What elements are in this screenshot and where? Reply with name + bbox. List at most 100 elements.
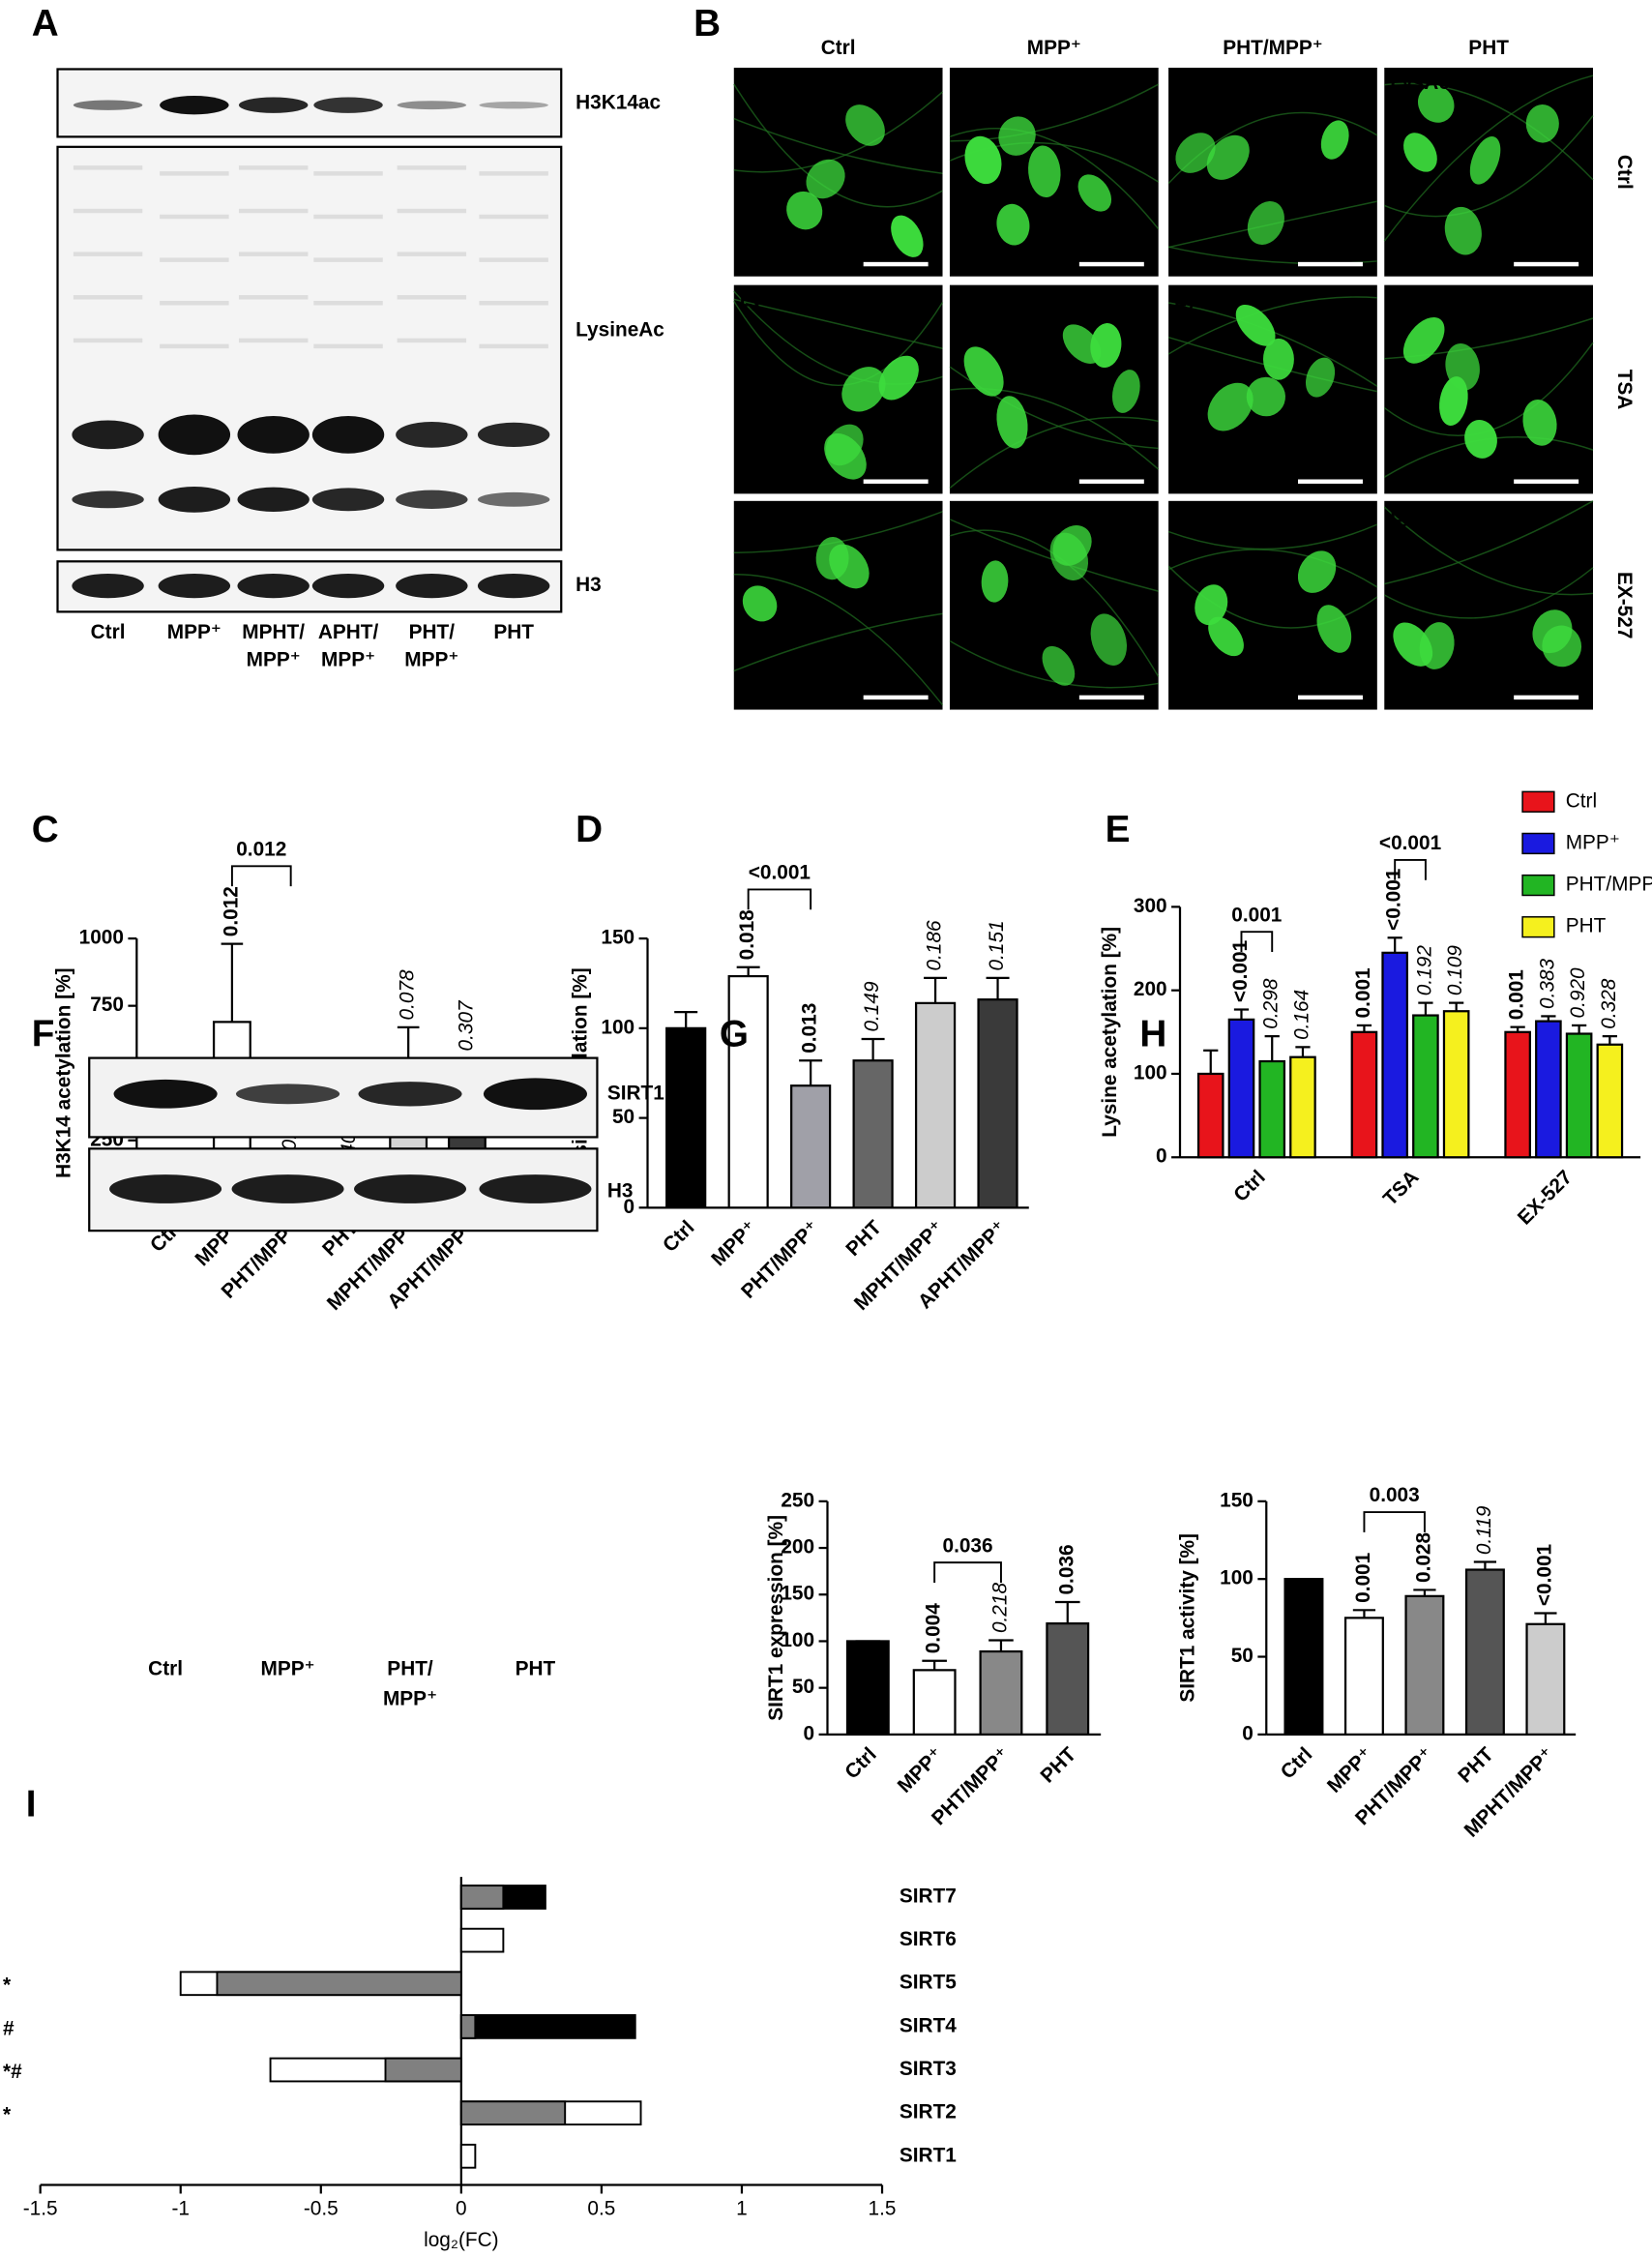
faint-band xyxy=(313,171,383,176)
band xyxy=(354,1174,467,1203)
row-label: SIRT4 xyxy=(900,2014,957,2036)
nucleus xyxy=(824,432,867,480)
scale-bar xyxy=(1514,695,1579,700)
p-value: <0.001 xyxy=(1533,1544,1555,1606)
nucleus xyxy=(1208,616,1244,657)
neurite xyxy=(1384,500,1594,585)
row-label: SIRT3 xyxy=(900,2058,957,2080)
faint-band xyxy=(160,257,229,262)
nucleus xyxy=(1042,645,1076,686)
micrograph xyxy=(1168,67,1377,277)
x-tick-label: PHT xyxy=(1036,1743,1080,1788)
panel-letter: I xyxy=(26,1783,37,1825)
significance-marker: *# xyxy=(3,2061,22,2083)
lane-label: MPP⁺ xyxy=(404,648,458,670)
nucleus xyxy=(1417,84,1455,123)
lane-label: MPP⁺ xyxy=(167,621,221,643)
bar xyxy=(459,1927,505,1953)
y-axis-label: Lysine acetylation [%] xyxy=(1099,927,1121,1138)
band xyxy=(311,488,385,512)
blot-membrane xyxy=(56,145,563,551)
p-value: 0.001 xyxy=(1352,967,1374,1018)
p-value: 0.001 xyxy=(1506,969,1528,1020)
band xyxy=(72,573,144,599)
y-tick-label: 150 xyxy=(781,1583,814,1605)
band xyxy=(358,1082,462,1107)
band xyxy=(483,1078,588,1111)
nucleus xyxy=(1049,532,1089,580)
lane-label: Ctrl xyxy=(148,1657,183,1679)
p-value: 0.920 xyxy=(1567,967,1589,1019)
nucleus xyxy=(1305,357,1336,398)
bracket xyxy=(1394,858,1427,880)
nucleus xyxy=(1419,622,1455,669)
nucleus xyxy=(996,396,1028,449)
p-value: 0.004 xyxy=(923,1603,945,1654)
x-tick-label: Ctrl xyxy=(841,1743,881,1784)
band xyxy=(396,421,468,448)
scale-bar xyxy=(1298,479,1363,484)
row-label: SIRT2 xyxy=(900,2101,957,2123)
nucleus xyxy=(1246,376,1285,417)
panel-letter: B xyxy=(693,3,721,45)
band xyxy=(311,416,385,454)
stain-label: LysAc xyxy=(956,72,1016,94)
stain-label: LysAc xyxy=(740,72,800,94)
band-label: H3K14ac xyxy=(575,92,661,114)
bar xyxy=(1404,1594,1445,1736)
column-header: MPP⁺ xyxy=(1027,37,1081,59)
p-value: 0.018 xyxy=(736,909,758,960)
nucleus xyxy=(1297,550,1337,593)
y-tick-label: 150 xyxy=(1220,1489,1254,1511)
faint-band xyxy=(313,301,383,306)
p-value: 0.383 xyxy=(1536,958,1558,1009)
x-tick-label: TSA xyxy=(1379,1166,1424,1210)
y-tick-label: 0 xyxy=(1242,1722,1254,1744)
y-axis-label: SIRT1 expression [%] xyxy=(765,1515,787,1721)
faint-band xyxy=(479,343,548,349)
y-tick-label: 0 xyxy=(624,1196,635,1218)
scale-bar xyxy=(1078,695,1144,700)
p-value: <0.001 xyxy=(1229,940,1252,1002)
scale-bar xyxy=(863,479,929,484)
stain-label: LysAc xyxy=(740,289,800,312)
scale-bar xyxy=(1078,261,1144,267)
micrograph xyxy=(1384,284,1593,494)
bracket-label: 0.012 xyxy=(236,838,286,860)
nucleus xyxy=(1090,613,1128,666)
bracket-label: 0.001 xyxy=(1231,904,1282,926)
band xyxy=(158,486,231,513)
neurite xyxy=(949,387,1160,470)
p-value: 0.109 xyxy=(1444,945,1466,996)
band xyxy=(113,1079,218,1109)
stain-label: LysAc xyxy=(956,505,1016,527)
neurite xyxy=(733,91,944,173)
faint-band xyxy=(313,343,383,349)
bar xyxy=(1535,1020,1562,1159)
bar xyxy=(1196,1072,1224,1159)
band xyxy=(396,573,468,599)
nucleus xyxy=(1444,206,1482,255)
faint-band xyxy=(160,171,229,176)
panel-letter: H xyxy=(1139,1013,1166,1054)
stain-label: LysAc xyxy=(1174,289,1234,312)
nucleus xyxy=(1316,605,1352,653)
band xyxy=(72,420,144,450)
faint-band xyxy=(73,252,143,256)
nucleus xyxy=(1402,316,1445,364)
nucleus xyxy=(1525,104,1559,143)
faint-band xyxy=(479,301,548,306)
micrograph xyxy=(1384,500,1593,710)
row-label: SIRT6 xyxy=(900,1928,957,1950)
scale-bar xyxy=(863,261,929,267)
p-value: 0.012 xyxy=(220,886,242,936)
neurite xyxy=(1383,115,1594,218)
faint-band xyxy=(479,214,548,220)
bracket xyxy=(747,888,812,910)
bar xyxy=(845,1640,890,1736)
faint-band xyxy=(238,338,309,343)
neurite xyxy=(733,573,944,706)
significance-marker: * xyxy=(3,2104,12,2126)
x-tick-label: -0.5 xyxy=(304,2197,339,2219)
bar xyxy=(852,1059,894,1209)
